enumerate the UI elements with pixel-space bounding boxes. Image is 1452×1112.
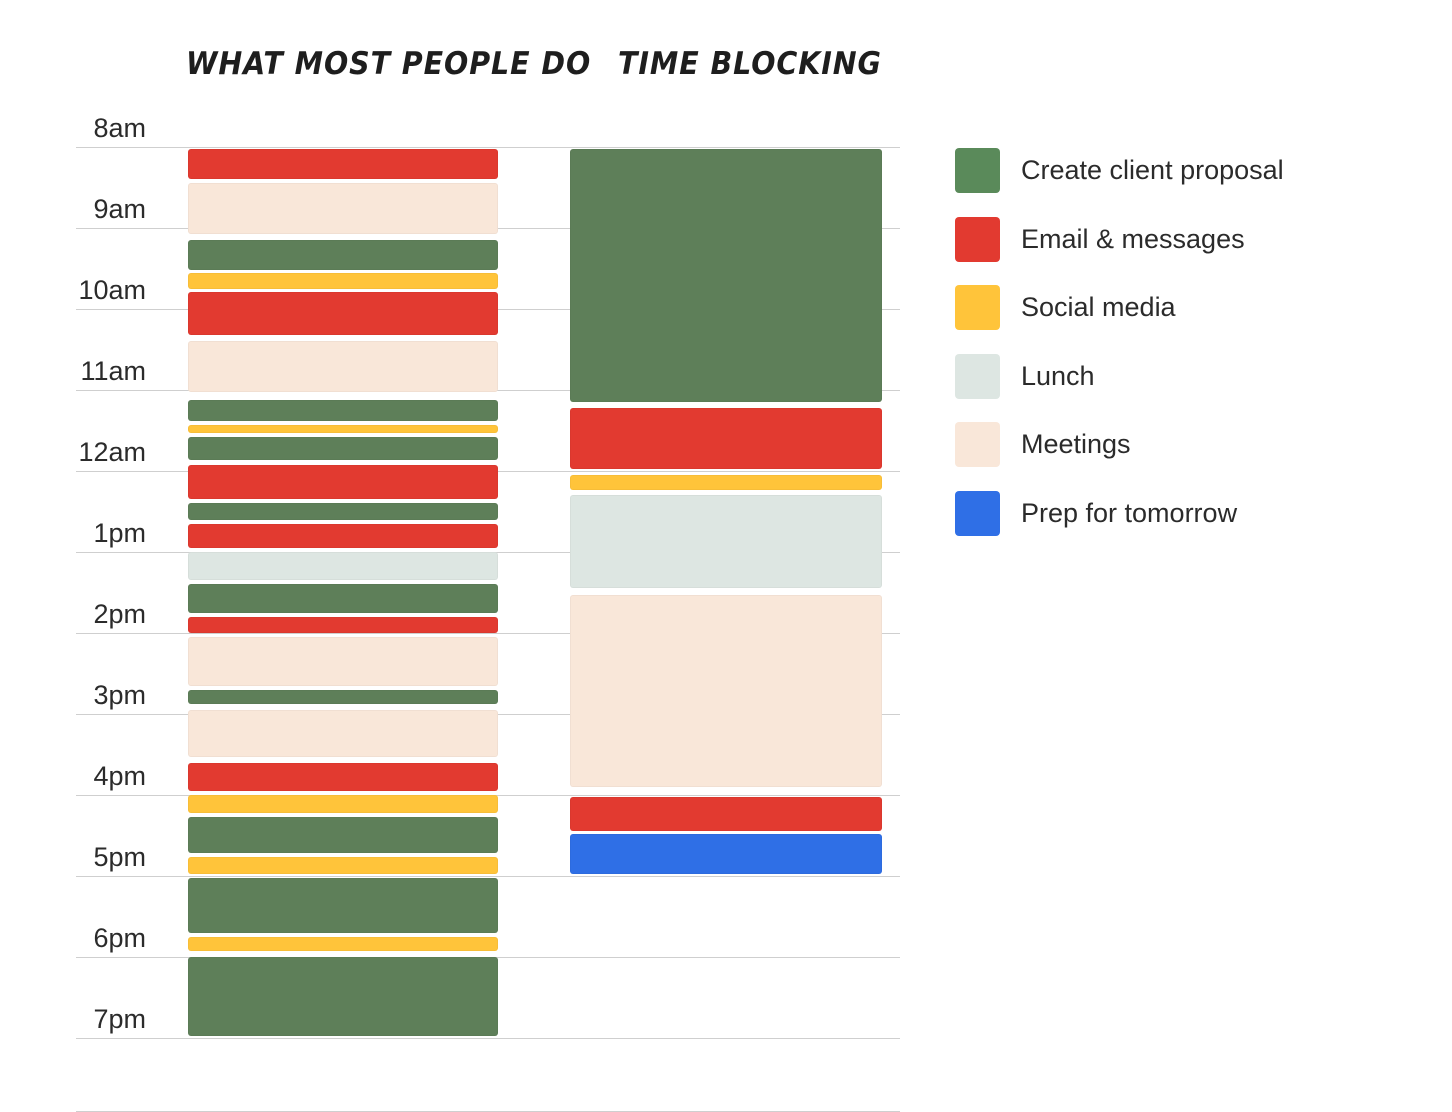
legend-label: Prep for tomorrow <box>1021 497 1238 528</box>
block-meetings <box>188 709 498 757</box>
block-prep <box>570 833 882 875</box>
block-proposal <box>188 878 498 933</box>
block-meetings <box>188 341 498 393</box>
time-label: 12am <box>78 437 146 467</box>
legend-swatch <box>955 148 1000 193</box>
hour-line <box>76 876 900 877</box>
legend-swatch <box>955 216 1000 262</box>
block-social <box>188 273 498 289</box>
block-lunch <box>570 495 882 589</box>
block-social <box>188 424 498 433</box>
block-proposal <box>188 436 498 461</box>
block-proposal <box>188 957 498 1037</box>
block-social <box>188 857 498 875</box>
block-proposal <box>188 816 498 854</box>
legend-swatch <box>955 490 1000 536</box>
block-email <box>188 523 498 548</box>
block-proposal <box>188 240 498 271</box>
block-email <box>188 616 498 633</box>
time-label: 7pm <box>93 1004 146 1034</box>
block-email <box>570 407 882 470</box>
time-label: 5pm <box>93 842 146 872</box>
block-proposal <box>188 503 498 520</box>
block-proposal <box>188 399 498 421</box>
legend-swatch <box>955 353 1000 399</box>
title-what-most-people-do: WHAT MOST PEOPLE DO <box>186 46 592 82</box>
time-label: 4pm <box>93 761 146 791</box>
time-label: 3pm <box>93 680 146 710</box>
block-email <box>570 796 882 832</box>
title-time-blocking: TIME BLOCKING <box>618 46 882 82</box>
legend-label: Social media <box>1021 292 1176 322</box>
time-label: 8am <box>93 113 146 143</box>
block-social <box>570 475 882 491</box>
block-proposal <box>188 689 498 705</box>
legend-label: Create client proposal <box>1021 155 1284 185</box>
legend-swatch <box>955 285 1000 330</box>
hour-line <box>76 633 900 634</box>
hour-line <box>76 1038 900 1039</box>
time-label: 6pm <box>93 923 146 953</box>
block-email <box>188 148 498 180</box>
hour-line <box>76 147 900 148</box>
time-label: 11am <box>80 356 146 386</box>
block-meetings <box>188 183 498 234</box>
block-social <box>188 936 498 952</box>
legend-swatch <box>955 422 1000 467</box>
block-meetings <box>570 594 882 787</box>
block-email <box>188 465 498 500</box>
block-social <box>188 795 498 813</box>
time-label: 9am <box>93 194 146 224</box>
time-label: 10am <box>78 275 146 305</box>
legend-label: Email & messages <box>1021 223 1245 254</box>
legend-label: Meetings <box>1021 429 1131 459</box>
block-meetings <box>188 637 498 686</box>
block-lunch <box>188 552 498 581</box>
block-email <box>188 762 498 791</box>
block-proposal <box>570 148 882 403</box>
legend-label: Lunch <box>1021 360 1095 391</box>
block-proposal <box>188 584 498 613</box>
block-email <box>188 291 498 335</box>
time-label: 2pm <box>93 599 146 629</box>
time-label: 1pm <box>93 518 146 548</box>
